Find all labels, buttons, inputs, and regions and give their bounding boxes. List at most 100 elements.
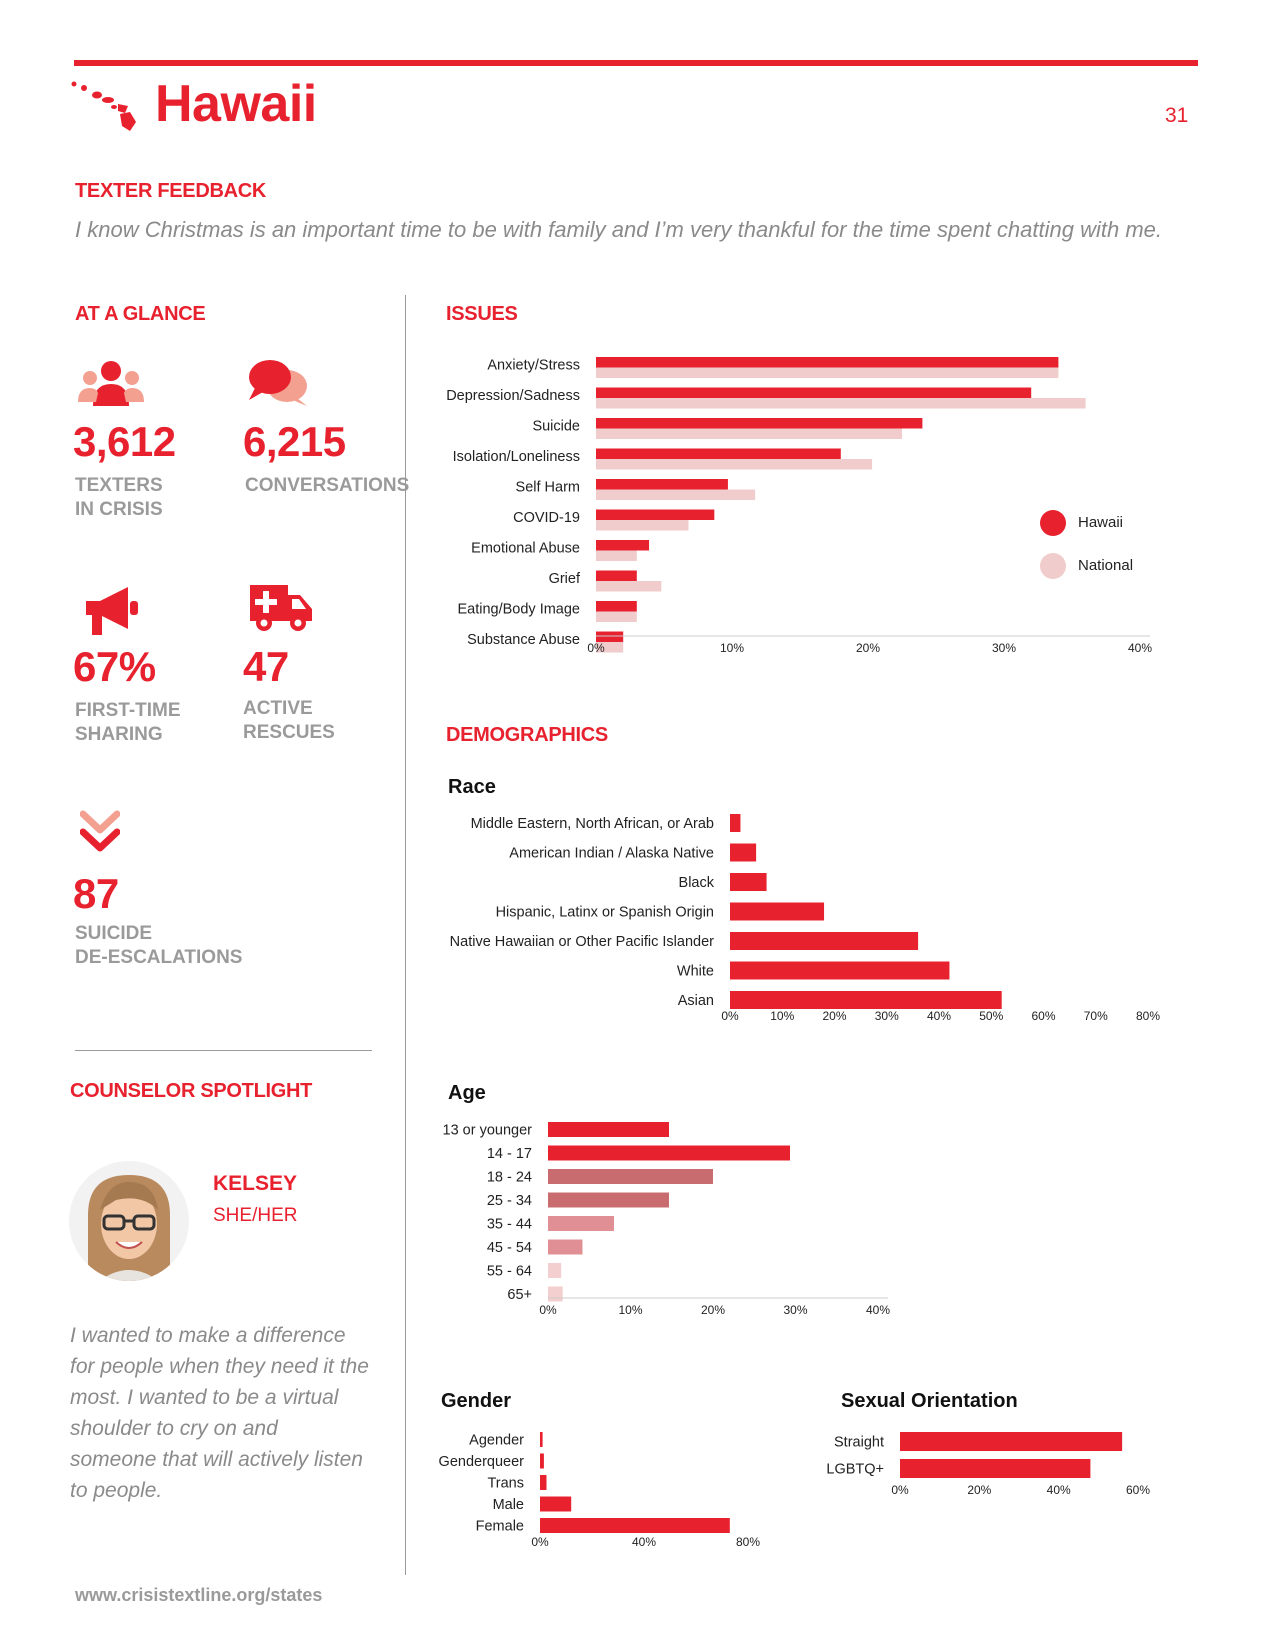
section-divider: [75, 1050, 372, 1051]
race-tick-6: 60%: [1031, 1009, 1055, 1023]
footer-url[interactable]: www.crisistextline.org/states: [75, 1585, 323, 1605]
age-label-35-44: 35 - 44: [487, 1217, 532, 1233]
orientation-label-straight: Straight: [834, 1435, 884, 1451]
counselor-avatar: [69, 1161, 189, 1281]
race-bar-hispanic-latinx-or-spanish-origin: [730, 902, 825, 921]
issues-label-covid-19: COVID-19: [513, 510, 580, 526]
issues-tick-1: 10%: [720, 641, 744, 655]
megaphone-icon: [86, 587, 138, 635]
age-bar-25-34: [548, 1192, 669, 1208]
race-label-hispanic-latinx-or-spanish-origin: Hispanic, Latinx or Spanish Origin: [496, 905, 714, 921]
hawaii-map-icon: [71, 81, 136, 131]
issues-label-self-harm: Self Harm: [516, 480, 580, 496]
gender-chart: Agender Genderqueer Trans Male Female 0% 40% 80…: [439, 1432, 760, 1549]
first-time-value: 67%: [73, 643, 156, 690]
column-divider: [405, 295, 406, 1575]
race-tick-2: 20%: [822, 1009, 846, 1023]
orientation-tick-2: 40%: [1047, 1483, 1071, 1497]
demographics-heading: DEMOGRAPHICS: [446, 724, 608, 746]
orientation-label-lgbtq: LGBTQ+: [826, 1462, 884, 1478]
issues-label-eating-body-image: Eating/Body Image: [457, 602, 580, 618]
issues-bar-hawaii-substance-abuse: [596, 631, 624, 642]
issues-label-substance-abuse: Substance Abuse: [467, 632, 580, 648]
deescalations-value: 87: [73, 870, 119, 917]
issues-label-anxiety-stress: Anxiety/Stress: [487, 358, 580, 374]
issues-bar-hawaii-depression-sadness: [596, 387, 1032, 398]
orientation-bar-lgbtq: [900, 1459, 1091, 1478]
race-label-white: White: [677, 964, 714, 980]
age-tick-0: 0%: [539, 1303, 557, 1317]
gender-tick-2: 80%: [736, 1535, 760, 1549]
issues-tick-2: 20%: [856, 641, 880, 655]
header-rule: [74, 60, 1198, 66]
age-bar-13-or-younger: [548, 1122, 669, 1137]
counselor-quote: I wanted to make a difference for people…: [70, 1324, 369, 1502]
age-label-18-24: 18 - 24: [487, 1170, 532, 1186]
issues-tick-3: 30%: [992, 641, 1016, 655]
issues-label-grief: Grief: [549, 571, 581, 587]
age-tick-1: 10%: [618, 1303, 642, 1317]
age-chart: 13 or younger 14 - 17 18 - 24 25 - 34 35 - 4…: [443, 1122, 890, 1317]
race-tick-1: 10%: [770, 1009, 794, 1023]
page-title: Hawaii: [155, 75, 317, 133]
gender-label-genderqueer: Genderqueer: [439, 1454, 525, 1470]
issues-bar-national-suicide: [596, 428, 902, 439]
issues-tick-0: 0%: [587, 641, 605, 655]
issues-bar-national-emotional-abuse: [596, 550, 637, 561]
age-label-14-17: 14 - 17: [487, 1146, 532, 1162]
race-tick-4: 40%: [927, 1009, 951, 1023]
age-label-65: 65+: [507, 1287, 532, 1303]
people-icon: [78, 361, 144, 406]
double-chevron-down-icon: [80, 810, 120, 852]
race-bar-american-indian-alaska-native: [730, 843, 757, 862]
issues-bar-national-eating-body-image: [596, 611, 637, 622]
race-bar-middle-eastern-north-african-or-arab: [730, 814, 741, 832]
issues-bar-hawaii-eating-body-image: [596, 601, 637, 612]
rescues-value: 47: [243, 643, 289, 690]
age-label-45-54: 45 - 54: [487, 1240, 532, 1256]
gender-label-trans: Trans: [487, 1476, 524, 1492]
age-tick-4: 40%: [866, 1303, 890, 1317]
texters-label-line1: TEXTERS: [75, 475, 163, 496]
age-bar-65: [548, 1286, 563, 1302]
orientation-bar-straight: [900, 1432, 1123, 1451]
deescalations-label-line1: SUICIDE: [75, 923, 153, 944]
issues-label-depression-sadness: Depression/Sadness: [446, 388, 580, 404]
deescalations-label: SUICIDE DE-ESCALATIONS: [75, 922, 242, 970]
race-tick-0: 0%: [721, 1009, 739, 1023]
chat-bubbles-icon: [249, 360, 307, 406]
issues-label-emotional-abuse: Emotional Abuse: [471, 541, 580, 557]
age-label-55-64: 55 - 64: [487, 1264, 532, 1280]
legend-hawaii-label: Hawaii: [1078, 514, 1124, 531]
gender-tick-0: 0%: [531, 1535, 549, 1549]
race-bar-native-hawaiian-or-other-pacific-islander: [730, 932, 919, 950]
issues-bar-hawaii-suicide: [596, 418, 923, 429]
gender-label-agender: Agender: [469, 1433, 524, 1449]
orientation-tick-1: 20%: [967, 1483, 991, 1497]
issues-bar-national-self-harm: [596, 489, 756, 500]
issues-bar-national-grief: [596, 581, 662, 592]
deescalations-label-line2: DE-ESCALATIONS: [75, 947, 243, 968]
age-bar-35-44: [548, 1216, 614, 1231]
page-number: 31: [1165, 104, 1189, 127]
issues-label-suicide: Suicide: [532, 419, 580, 435]
spotlight-heading: COUNSELOR SPOTLIGHT: [70, 1080, 313, 1102]
race-tick-5: 50%: [979, 1009, 1003, 1023]
race-title: Race: [448, 776, 496, 798]
age-bar-45-54: [548, 1239, 583, 1255]
age-label-13-or-younger: 13 or younger: [443, 1123, 533, 1139]
gender-label-male: Male: [493, 1497, 524, 1513]
issues-heading: ISSUES: [446, 303, 518, 325]
first-time-label-line2: SHARING: [75, 724, 163, 745]
age-bar-18-24: [548, 1169, 713, 1184]
age-label-25-34: 25 - 34: [487, 1193, 532, 1209]
issues-bar-national-isolation-loneliness: [596, 459, 873, 470]
race-label-american-indian-alaska-native: American Indian / Alaska Native: [509, 846, 714, 862]
rescues-label-line1: ACTIVE: [243, 698, 313, 719]
issues-bar-national-substance-abuse: [596, 642, 624, 653]
ambulance-icon: [250, 585, 312, 631]
race-chart: Middle Eastern, North African, or Arab Am…: [450, 814, 1160, 1023]
conversations-value: 6,215: [243, 418, 346, 465]
rescues-label: ACTIVE RESCUES: [243, 697, 335, 745]
race-tick-8: 80%: [1136, 1009, 1160, 1023]
